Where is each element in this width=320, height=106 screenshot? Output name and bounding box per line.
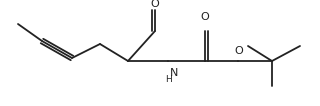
Text: O: O (235, 46, 244, 56)
Text: O: O (151, 0, 159, 9)
Text: H: H (165, 75, 172, 84)
Text: O: O (201, 12, 209, 22)
Text: N: N (170, 68, 178, 78)
